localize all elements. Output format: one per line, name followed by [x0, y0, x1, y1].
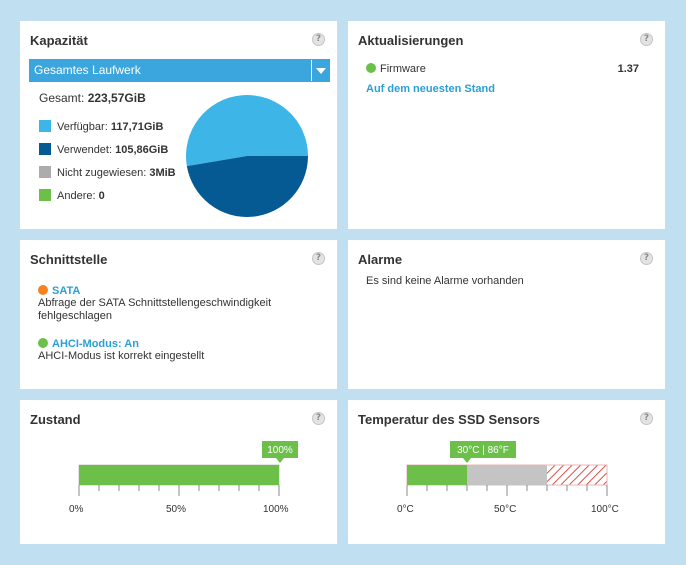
temperature-bar-fill — [407, 465, 467, 485]
legend-value: 117,71GiB — [110, 121, 164, 133]
total-value: 223,57GiB — [87, 91, 146, 105]
interface-item-ahci: AHCI-Modus: An — [38, 334, 139, 352]
chevron-down-icon[interactable] — [311, 60, 329, 81]
help-icon[interactable]: ? — [312, 412, 325, 425]
tick-label: 100°C — [591, 504, 619, 515]
firmware-status-link[interactable]: Auf dem neuesten Stand — [366, 83, 495, 95]
legend-label: Verwendet: — [57, 144, 113, 156]
alarms-message: Es sind keine Alarme vorhanden — [366, 275, 524, 287]
health-badge-text: 100% — [267, 445, 293, 456]
legend-other: Andere: 0 — [39, 189, 105, 202]
updates-title: Aktualisierungen — [358, 33, 464, 48]
legend-unallocated: Nicht zugewiesen: 3MiB — [39, 166, 176, 179]
alarms-card: Alarme ? Es sind keine Alarme vorhanden — [348, 240, 665, 389]
health-title: Zustand — [30, 412, 81, 427]
help-icon[interactable]: ? — [640, 33, 653, 46]
warning-dot-icon — [38, 285, 48, 295]
sata-title[interactable]: SATA — [52, 285, 81, 297]
temperature-badge — [450, 441, 516, 458]
firmware-row: Firmware — [366, 63, 426, 75]
drive-select[interactable]: Gesamtes Laufwerk — [29, 59, 330, 82]
legend-label: Verfügbar: — [57, 121, 108, 133]
interface-card: Schnittstelle ? SATA Abfrage der SATA Sc… — [20, 240, 337, 389]
health-gauge: 100% — [78, 441, 298, 496]
drive-select-value: Gesamtes Laufwerk — [34, 63, 141, 77]
capacity-total: Gesamt: 223,57GiB — [39, 91, 146, 105]
interface-item-sata: SATA — [38, 281, 80, 299]
help-icon[interactable]: ? — [312, 252, 325, 265]
temperature-badge-text: 30°C | 86°F — [457, 445, 509, 456]
health-badge-pointer — [276, 458, 284, 463]
updates-card: Aktualisierungen ? Firmware 1.37 Auf dem… — [348, 21, 665, 229]
pie-slice — [186, 95, 308, 167]
alarms-title: Alarme — [358, 252, 403, 267]
tick-label: 50% — [166, 504, 187, 515]
status-dot-icon — [38, 338, 48, 348]
legend-used: Verwendet: 105,86GiB — [39, 143, 168, 156]
legend-label: Nicht zugewiesen: — [57, 167, 147, 179]
legend-label: Andere: — [57, 190, 96, 202]
temperature-badge-pointer — [463, 458, 471, 463]
help-icon[interactable]: ? — [312, 33, 325, 46]
temperature-title: Temperatur des SSD Sensors — [358, 412, 540, 427]
temperature-ticks — [406, 485, 608, 496]
health-card: Zustand ? 100% 0% 50% 100% — [20, 400, 337, 544]
pie-slice — [186, 156, 308, 218]
health-bar-fill — [79, 465, 279, 485]
legend-value: 105,86GiB — [115, 144, 169, 156]
legend-value: 0 — [98, 190, 105, 202]
firmware-version: 1.37 — [617, 63, 639, 75]
sata-description-2: fehlgeschlagen — [38, 310, 113, 322]
temperature-card: Temperatur des SSD Sensors ? 30°C | 86°F… — [348, 400, 665, 544]
ahci-description: AHCI-Modus ist korrekt eingestellt — [38, 350, 205, 362]
legend-swatch — [39, 189, 51, 201]
help-icon[interactable]: ? — [640, 252, 653, 265]
tick-label: 50°C — [494, 504, 517, 515]
capacity-title: Kapazität — [30, 33, 88, 48]
legend-swatch — [39, 120, 51, 132]
legend-available: Verfügbar: 117,71GiB — [39, 120, 163, 133]
capacity-card: Kapazität ? Gesamtes Laufwerk Gesamt: 22… — [20, 21, 337, 229]
health-ticks — [78, 485, 280, 496]
firmware-label: Firmware — [380, 63, 426, 75]
legend-swatch — [39, 166, 51, 178]
tick-label: 0% — [69, 504, 84, 515]
status-dot-icon — [366, 63, 376, 73]
tick-label: 0°C — [397, 504, 414, 515]
tick-label: 100% — [263, 504, 289, 515]
total-label: Gesamt: — [39, 91, 85, 105]
legend-swatch — [39, 143, 51, 155]
help-icon[interactable]: ? — [640, 412, 653, 425]
capacity-pie-chart — [186, 95, 308, 218]
interface-title: Schnittstelle — [30, 252, 108, 267]
ahci-title[interactable]: AHCI-Modus: An — [52, 338, 139, 350]
sata-description: Abfrage der SATA Schnittstellengeschwind… — [38, 297, 272, 309]
temperature-gauge: 30°C | 86°F — [406, 441, 608, 496]
legend-value: 3MiB — [149, 167, 176, 179]
health-badge — [262, 441, 298, 458]
